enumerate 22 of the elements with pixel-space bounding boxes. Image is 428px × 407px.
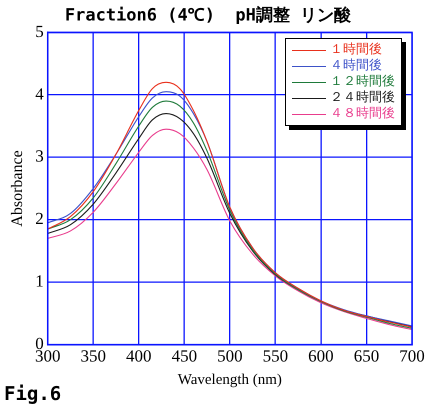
y-tick-label: 3 [35, 146, 44, 166]
x-tick-label: 600 [308, 346, 334, 366]
legend-label: １２時間後 [330, 74, 395, 90]
x-tick-label: 350 [80, 346, 106, 366]
legend-label: ２４時間後 [330, 90, 395, 106]
y-axis-title: Absorbance [8, 150, 26, 227]
x-axis-title: Wavelength (nm) [178, 372, 282, 388]
x-tick-label: 550 [262, 346, 288, 366]
x-tick-label: 650 [354, 346, 380, 366]
y-tick-label: 1 [35, 272, 44, 291]
caption: Fig.6 [4, 383, 62, 405]
legend-label: １時間後 [330, 42, 382, 58]
legend-label: ４８時間後 [330, 106, 395, 122]
chart-title: Fraction6 (4℃) pH調整 リン酸 [64, 6, 352, 26]
y-tick-label: 5 [35, 22, 44, 41]
x-tick-label: 700 [399, 346, 425, 366]
y-tick-label: 4 [35, 84, 44, 104]
x-tick-label: 400 [126, 346, 152, 366]
x-tick-label: 450 [172, 346, 198, 366]
y-tick-label: 2 [35, 209, 44, 228]
x-tick-label: 500 [217, 346, 243, 366]
legend-label: ４時間後 [330, 58, 382, 74]
